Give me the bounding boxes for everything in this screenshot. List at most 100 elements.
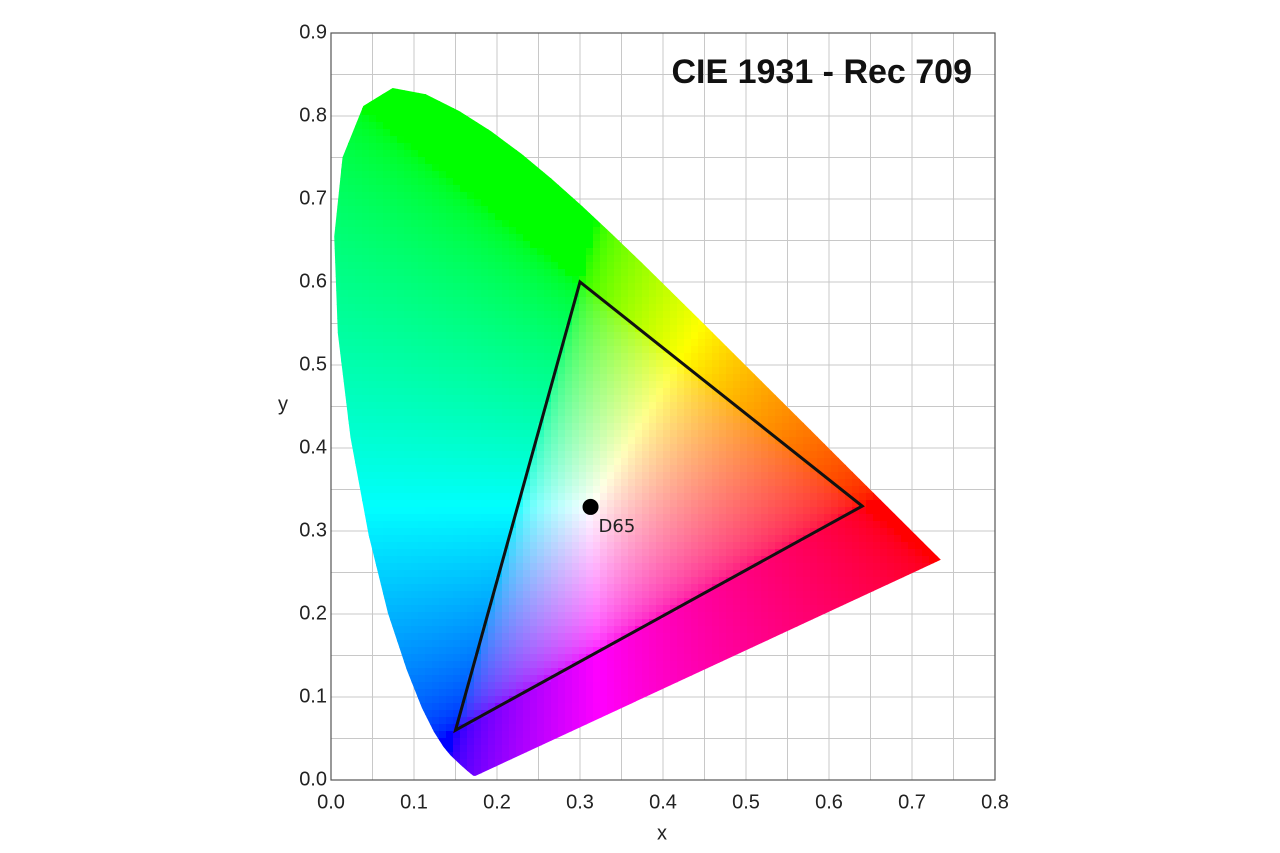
color-cell: [642, 619, 650, 627]
color-cell: [572, 542, 580, 550]
color-cell: [642, 612, 650, 620]
color-cell: [411, 458, 419, 466]
color-cell: [516, 444, 524, 452]
color-cell: [516, 752, 524, 760]
color-cell: [467, 731, 475, 739]
color-cell: [439, 395, 447, 403]
color-cell: [523, 633, 531, 641]
color-cell: [474, 381, 482, 389]
color-cell: [404, 745, 412, 753]
color-cell: [495, 486, 503, 494]
color-cell: [670, 682, 678, 690]
color-cell: [481, 738, 489, 746]
color-cell: [383, 255, 391, 263]
color-cell: [453, 122, 461, 130]
color-cell: [558, 416, 566, 424]
color-cell: [418, 689, 426, 697]
color-cell: [530, 493, 538, 501]
color-cell: [460, 493, 468, 501]
color-cell: [614, 745, 622, 753]
color-cell: [481, 283, 489, 291]
color-cell: [474, 773, 482, 776]
color-cell: [446, 143, 454, 151]
color-cell: [460, 626, 468, 634]
color-cell: [439, 612, 447, 620]
color-cell: [544, 731, 552, 739]
color-cell: [495, 444, 503, 452]
color-cell: [467, 248, 475, 256]
color-cell: [523, 388, 531, 396]
color-cell: [649, 318, 657, 326]
color-cell: [390, 185, 398, 193]
color-cell: [411, 353, 419, 361]
color-cell: [383, 570, 391, 578]
color-cell: [341, 171, 349, 179]
color-cell: [537, 738, 545, 746]
color-cell: [551, 283, 559, 291]
color-cell: [607, 367, 615, 375]
color-cell: [544, 374, 552, 382]
color-cell: [544, 248, 552, 256]
color-cell: [467, 577, 475, 585]
color-cell: [369, 381, 377, 389]
color-cell: [474, 542, 482, 550]
color-cell: [390, 206, 398, 214]
color-cell: [600, 234, 608, 242]
color-cell: [509, 654, 517, 662]
color-cell: [663, 381, 671, 389]
color-cell: [355, 311, 363, 319]
color-cell: [565, 353, 573, 361]
color-cell: [516, 94, 524, 102]
color-cell: [397, 780, 405, 788]
color-cell: [439, 290, 447, 298]
color-cell: [593, 675, 601, 683]
color-cell: [614, 640, 622, 648]
color-cell: [565, 339, 573, 347]
color-cell: [411, 612, 419, 620]
color-cell: [558, 689, 566, 697]
color-cell: [411, 647, 419, 655]
color-cell: [390, 213, 398, 221]
color-cell: [439, 283, 447, 291]
color-cell: [376, 780, 384, 788]
color-cell: [418, 297, 426, 305]
color-cell: [418, 402, 426, 410]
color-cell: [418, 766, 426, 774]
color-cell: [453, 115, 461, 123]
color-cell: [516, 535, 524, 543]
color-cell: [341, 395, 349, 403]
color-cell: [411, 465, 419, 473]
color-cell: [481, 766, 489, 774]
color-cell: [495, 633, 503, 641]
color-cell: [362, 514, 370, 522]
color-cell: [551, 430, 559, 438]
color-cell: [502, 276, 510, 284]
color-cell: [565, 465, 573, 473]
color-cell: [614, 542, 622, 550]
color-cell: [425, 234, 433, 242]
color-cell: [432, 395, 440, 403]
color-cell: [390, 199, 398, 207]
color-cell: [635, 570, 643, 578]
color-cell: [642, 717, 650, 725]
color-cell: [628, 752, 636, 760]
color-cell: [432, 318, 440, 326]
color-cell: [642, 143, 650, 151]
color-cell: [572, 185, 580, 193]
color-cell: [397, 710, 405, 718]
color-cell: [390, 528, 398, 536]
color-cell: [432, 325, 440, 333]
color-cell: [530, 402, 538, 410]
color-cell: [488, 682, 496, 690]
color-cell: [621, 409, 629, 417]
color-cell: [551, 563, 559, 571]
color-cell: [460, 157, 468, 165]
color-cell: [355, 318, 363, 326]
color-cell: [614, 290, 622, 298]
color-cell: [670, 493, 678, 501]
color-cell: [397, 283, 405, 291]
color-cell: [628, 171, 636, 179]
color-cell: [397, 199, 405, 207]
color-cell: [474, 521, 482, 529]
color-cell: [523, 689, 531, 697]
